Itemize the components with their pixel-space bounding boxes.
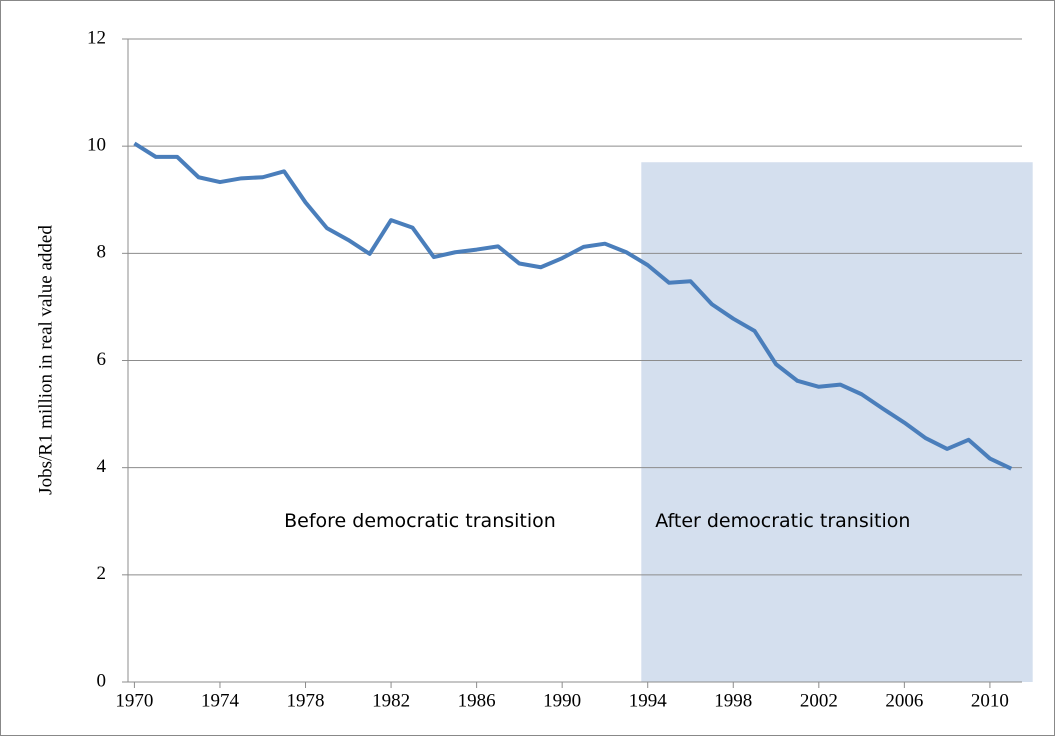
x-tick-label: 1974 (201, 690, 240, 711)
y-tick-label: 12 (87, 27, 106, 48)
y-tick-label: 6 (97, 349, 107, 370)
x-tick-label: 1970 (115, 690, 153, 711)
shaded-region (641, 162, 1033, 682)
y-tick-label: 4 (97, 456, 107, 477)
x-tick-label: 1982 (372, 690, 410, 711)
y-tick-label: 0 (97, 670, 107, 691)
data-line (133, 141, 1013, 471)
x-tick-label: 1990 (543, 690, 581, 711)
x-tick-label: 1994 (629, 690, 668, 711)
y-tick-label: 10 (87, 135, 106, 156)
y-tick-label: 2 (97, 563, 107, 584)
x-tick-label: 2002 (800, 690, 838, 711)
x-tick-label: 1986 (458, 690, 496, 711)
x-tick-label: 1998 (714, 690, 752, 711)
annotation: Before democratic transition (284, 510, 556, 532)
x-tick-label: 1978 (287, 690, 325, 711)
y-axis-label: Jobs/R1 million in real value added (35, 225, 56, 495)
annotation: After democratic transition (655, 510, 910, 532)
y-tick-label: 8 (97, 242, 107, 263)
x-tick-label: 2010 (971, 690, 1009, 711)
x-tick-label: 2006 (885, 690, 923, 711)
